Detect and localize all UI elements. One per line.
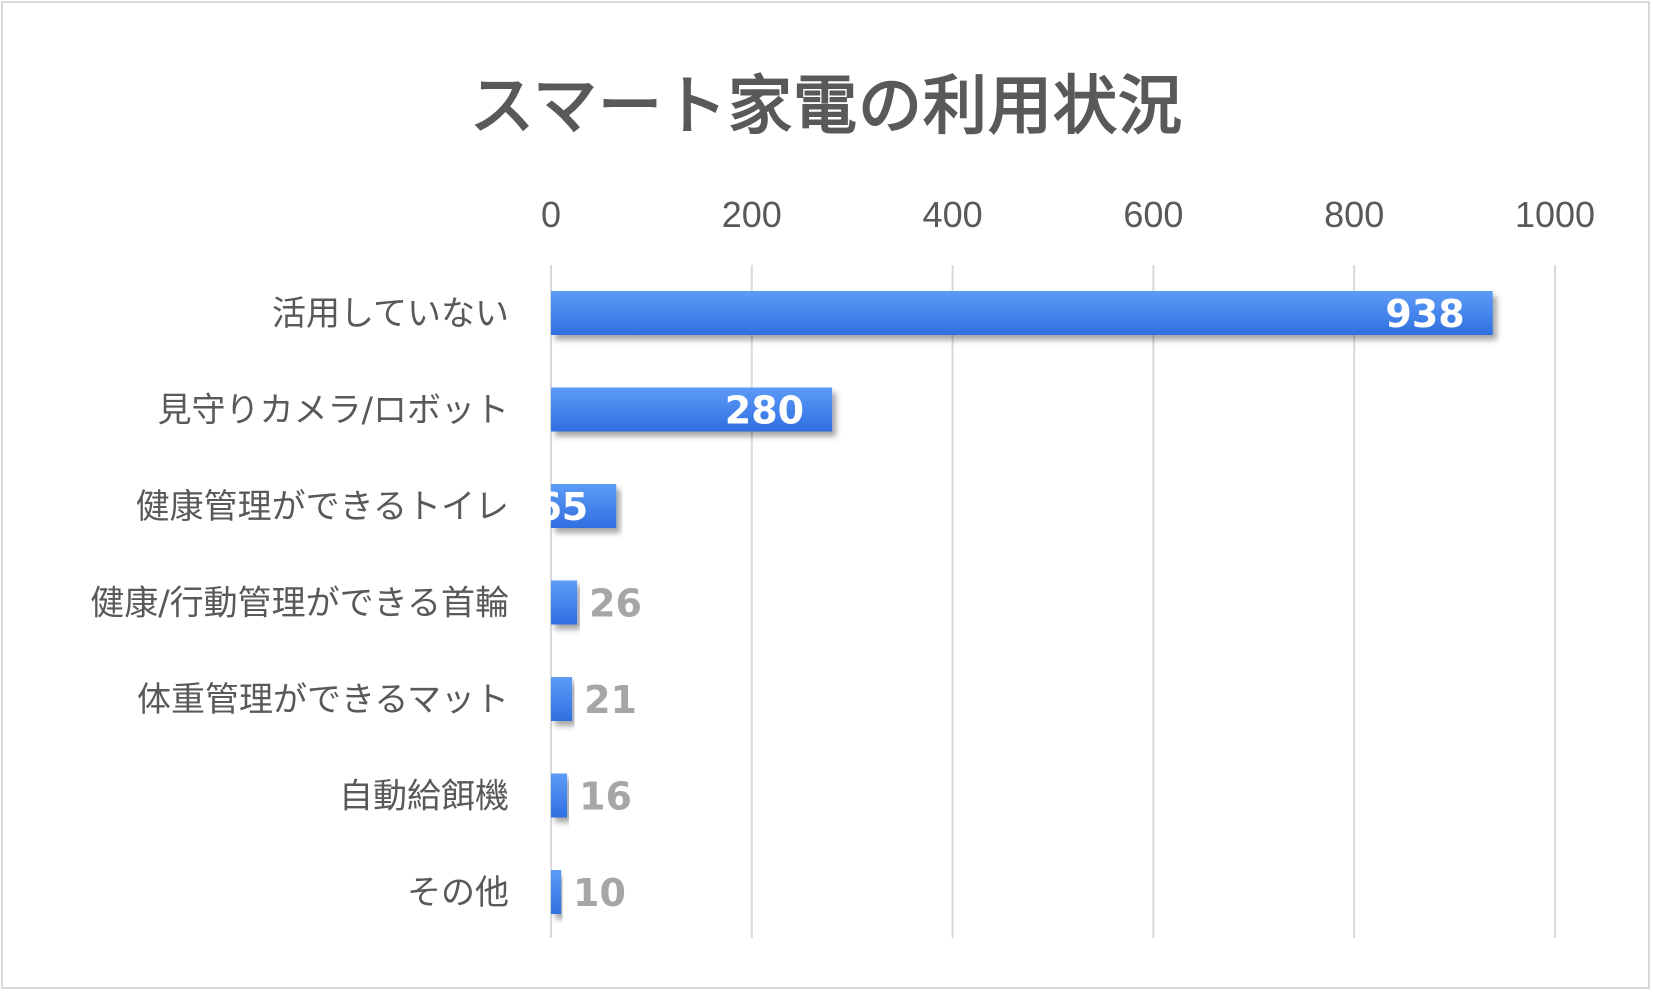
category-label: 体重管理ができるマット <box>137 680 509 720</box>
bar <box>551 484 617 528</box>
x-axis-ticks: 0 200 400 600 800 1000 <box>541 194 1595 235</box>
bar <box>551 387 833 432</box>
category-label: 健康管理ができるトイレ <box>136 487 509 527</box>
bar <box>551 291 1493 335</box>
x-tick-label: 0 <box>541 194 561 235</box>
bar <box>551 580 578 625</box>
data-labels: 938 280 65 26 21 16 10 <box>535 292 1464 915</box>
category-label: 自動給餌機 <box>339 777 509 817</box>
data-label: 16 <box>579 775 632 819</box>
x-tick-label: 400 <box>923 194 983 235</box>
data-label: 65 <box>535 485 588 529</box>
bar <box>551 773 568 818</box>
category-label: 活用していない <box>272 294 509 334</box>
category-labels: 活用していない見守りカメラ/ロボット健康管理ができるトイレ健康/行動管理ができる… <box>90 294 509 913</box>
category-label: 健康/行動管理ができる首輪 <box>90 584 509 624</box>
data-label: 938 <box>1385 292 1464 336</box>
data-label: 26 <box>589 582 642 626</box>
chart-title: スマート家電の利用状況 <box>469 70 1184 144</box>
category-label: その他 <box>407 873 509 913</box>
x-tick-label: 1000 <box>1515 194 1595 235</box>
x-tick-label: 800 <box>1324 194 1384 235</box>
bars <box>551 291 1493 914</box>
data-label: 10 <box>573 871 626 915</box>
x-tick-label: 200 <box>722 194 782 235</box>
data-label: 21 <box>584 678 637 722</box>
gridlines <box>550 265 1556 938</box>
bar <box>551 677 573 721</box>
bar <box>551 870 562 914</box>
category-label: 見守りカメラ/ロボット <box>158 391 509 431</box>
data-label: 280 <box>725 389 804 433</box>
x-tick-label: 600 <box>1123 194 1183 235</box>
